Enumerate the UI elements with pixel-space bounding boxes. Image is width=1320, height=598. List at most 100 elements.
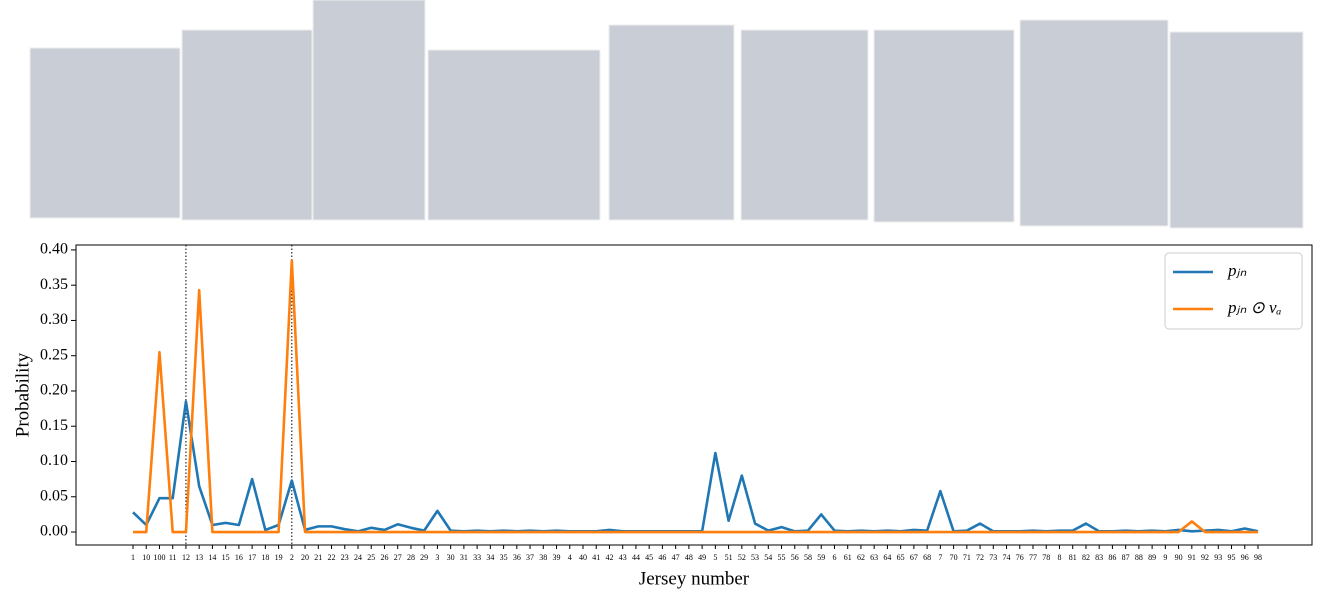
x-tick-label: 10 bbox=[142, 553, 150, 562]
x-tick-label: 48 bbox=[685, 553, 693, 562]
x-tick-label: 17 bbox=[248, 553, 256, 562]
x-tick-label: 61 bbox=[844, 553, 852, 562]
x-tick-label: 13 bbox=[195, 553, 203, 562]
photo bbox=[873, 29, 1015, 223]
x-tick-label: 36 bbox=[513, 553, 521, 562]
x-tick-label: 12 bbox=[182, 553, 190, 562]
x-tick-label: 51 bbox=[725, 553, 733, 562]
x-tick-label: 34 bbox=[486, 553, 494, 562]
x-tick-label: 31 bbox=[460, 553, 468, 562]
x-tick-label: 26 bbox=[380, 553, 388, 562]
x-tick-label: 47 bbox=[672, 553, 680, 562]
x-tick-label: 96 bbox=[1241, 553, 1249, 562]
x-tick-label: 33 bbox=[473, 553, 481, 562]
x-tick-label: 44 bbox=[632, 553, 640, 562]
x-tick-label: 73 bbox=[989, 553, 997, 562]
photo bbox=[1169, 31, 1304, 229]
y-axis-label: Probability bbox=[12, 352, 33, 437]
x-tick-label: 67 bbox=[910, 553, 918, 562]
x-tick-label: 18 bbox=[261, 553, 269, 562]
y-tick-label: 0.00 bbox=[40, 523, 68, 540]
x-tick-label: 4 bbox=[568, 553, 572, 562]
x-tick-label: 30 bbox=[447, 553, 455, 562]
x-tick-label: 74 bbox=[1003, 553, 1011, 562]
x-tick-label: 8 bbox=[1057, 553, 1061, 562]
x-tick-label: 40 bbox=[579, 553, 587, 562]
x-tick-label: 28 bbox=[407, 553, 415, 562]
x-tick-label: 22 bbox=[328, 553, 336, 562]
y-tick-label: 0.10 bbox=[40, 452, 68, 469]
x-tick-label: 70 bbox=[950, 553, 958, 562]
x-tick-label: 3 bbox=[435, 553, 439, 562]
x-tick-label: 64 bbox=[883, 553, 891, 562]
y-tick-label: 0.35 bbox=[40, 276, 68, 293]
photo bbox=[29, 47, 181, 219]
x-tick-label: 82 bbox=[1082, 553, 1090, 562]
x-tick-label: 16 bbox=[235, 553, 243, 562]
x-tick-label: 43 bbox=[619, 553, 627, 562]
x-tick-label: 29 bbox=[420, 553, 428, 562]
x-tick-label: 42 bbox=[605, 553, 613, 562]
x-tick-label: 65 bbox=[897, 553, 905, 562]
x-tick-label: 49 bbox=[698, 553, 706, 562]
photo bbox=[740, 29, 869, 221]
x-tick-label: 15 bbox=[222, 553, 230, 562]
x-tick-label: 56 bbox=[791, 553, 799, 562]
y-tick-label: 0.25 bbox=[40, 346, 68, 363]
x-tick-label: 35 bbox=[500, 553, 508, 562]
legend: pⱼₙ pⱼₙ ⊙ vₐ bbox=[1164, 252, 1303, 330]
x-tick-label: 63 bbox=[870, 553, 878, 562]
x-tick-label: 76 bbox=[1016, 553, 1024, 562]
plot-frame bbox=[75, 244, 1313, 546]
x-tick-label: 11 bbox=[169, 553, 177, 562]
legend-label: pⱼₙ ⊙ vₐ bbox=[1227, 298, 1282, 317]
x-tick-label: 9 bbox=[1163, 553, 1167, 562]
x-tick-label: 87 bbox=[1122, 553, 1130, 562]
x-tick-label: 98 bbox=[1254, 553, 1262, 562]
photo bbox=[427, 49, 601, 221]
legend-label: pⱼₙ bbox=[1227, 261, 1246, 280]
x-tick-label: 6 bbox=[832, 553, 836, 562]
x-tick-label: 39 bbox=[553, 553, 561, 562]
x-tick-label: 88 bbox=[1135, 553, 1143, 562]
x-tick-label: 62 bbox=[857, 553, 865, 562]
x-tick-label: 20 bbox=[301, 553, 309, 562]
y-tick-label: 0.15 bbox=[40, 417, 68, 434]
photo bbox=[1019, 19, 1169, 227]
photo bbox=[181, 29, 313, 221]
x-tick-label: 7 bbox=[938, 553, 942, 562]
x-tick-label: 54 bbox=[764, 553, 772, 562]
x-axis-label: Jersey number bbox=[639, 568, 750, 589]
x-tick-label: 25 bbox=[367, 553, 375, 562]
x-tick-label: 83 bbox=[1095, 553, 1103, 562]
x-tick-label: 41 bbox=[592, 553, 600, 562]
x-tick-label: 14 bbox=[208, 553, 216, 562]
x-tick-label: 27 bbox=[394, 553, 402, 562]
x-tick-label: 19 bbox=[275, 553, 283, 562]
x-tick-label: 55 bbox=[778, 553, 786, 562]
series-line bbox=[133, 259, 1258, 534]
x-tick-label: 2 bbox=[290, 553, 294, 562]
x-tick-label: 93 bbox=[1214, 553, 1222, 562]
x-tick-label: 100 bbox=[153, 553, 165, 562]
x-tick-label: 71 bbox=[963, 553, 971, 562]
x-tick-label: 52 bbox=[738, 553, 746, 562]
x-tick-label: 68 bbox=[923, 553, 931, 562]
x-tick-label: 95 bbox=[1228, 553, 1236, 562]
x-tick-label: 58 bbox=[804, 553, 812, 562]
y-tick-label: 0.05 bbox=[40, 487, 68, 504]
photo bbox=[312, 0, 426, 221]
x-tick-label: 1 bbox=[131, 553, 135, 562]
x-tick-label: 77 bbox=[1029, 553, 1037, 562]
x-tick-label: 89 bbox=[1148, 553, 1156, 562]
x-tick-label: 37 bbox=[526, 553, 534, 562]
x-tick-label: 86 bbox=[1108, 553, 1116, 562]
x-tick-label: 46 bbox=[658, 553, 666, 562]
x-tick-label: 72 bbox=[976, 553, 984, 562]
x-tick-label: 38 bbox=[539, 553, 547, 562]
x-tick-label: 23 bbox=[341, 553, 349, 562]
x-tick-label: 90 bbox=[1175, 553, 1183, 562]
x-tick-label: 21 bbox=[314, 553, 322, 562]
x-tick-label: 81 bbox=[1069, 553, 1077, 562]
